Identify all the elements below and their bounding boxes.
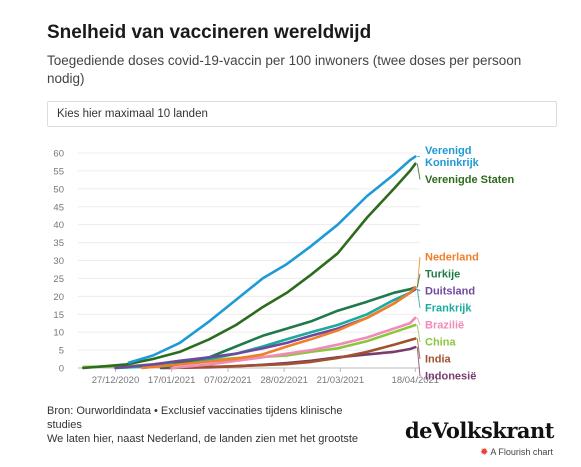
country-selector[interactable]: Kies hier maximaal 10 landen — [47, 101, 557, 127]
y-tick-label: 55 — [53, 166, 64, 177]
series-label: Turkije — [425, 269, 460, 281]
x-tick-label: 18/04/2021 — [392, 375, 440, 386]
series-line-verenigd-koninkrijk[interactable] — [127, 155, 417, 364]
label-connector — [416, 324, 421, 343]
series-line-india[interactable] — [167, 337, 417, 370]
y-tick-label: 15 — [53, 310, 64, 321]
volkskrant-logo[interactable]: deVolkskrant — [405, 418, 554, 443]
x-tick-label: 07/02/2021 — [204, 375, 252, 386]
y-tick-label: 35 — [53, 238, 64, 249]
country-selector-label: Kies hier maximaal 10 landen — [57, 108, 208, 120]
x-tick-label: 21/03/2021 — [317, 375, 365, 386]
y-tick-label: 25 — [53, 274, 64, 285]
series-label: India — [425, 354, 452, 366]
flourish-star-icon: ✹ — [480, 447, 489, 458]
y-tick-label: 5 — [59, 346, 64, 357]
label-connector — [416, 163, 421, 180]
y-tick-label: 50 — [53, 184, 64, 195]
y-tick-label: 10 — [53, 328, 64, 339]
grid-lines — [78, 152, 420, 369]
x-tick-label: 27/12/2020 — [92, 375, 140, 386]
source-note: Bron: Ourworldindata • Exclusief vaccina… — [47, 405, 343, 431]
y-tick-label: 60 — [53, 149, 64, 160]
label-connector — [416, 347, 421, 377]
flourish-credit[interactable]: ✹ A Flourish chart — [480, 447, 553, 458]
label-connector — [416, 273, 421, 288]
series-label: Verenigde Staten — [425, 174, 515, 186]
series-lines — [82, 155, 417, 370]
axes: 0 5 10 15 20 25 30 35 40 45 50 55 60 27/12/2020 17/01/… — [53, 149, 439, 387]
line-chart: 0 5 10 15 20 25 30 35 40 45 50 55 60 27/12/2020 17/01/… — [53, 145, 515, 387]
label-connector — [416, 338, 421, 360]
series-line-nederland[interactable] — [141, 286, 417, 370]
label-connector — [416, 256, 421, 288]
series-line-brazilië[interactable] — [170, 316, 417, 370]
series-line-verenigde-staten[interactable] — [82, 162, 417, 370]
chart-subtitle: Toegediende doses covid-19-vaccin per 10… — [47, 53, 522, 86]
series-label: Duitsland — [425, 286, 475, 298]
label-connector — [416, 289, 421, 309]
y-tick-label: 45 — [53, 202, 64, 213]
series-label: China — [425, 337, 456, 349]
y-tick-label: 30 — [53, 256, 64, 267]
chart-footer: Bron: Ourworldindata • Exclusief vaccina… — [47, 404, 377, 446]
y-tick-label: 0 — [59, 364, 64, 375]
y-tick-label: 20 — [53, 292, 64, 303]
series-label: Koninkrijk — [425, 157, 480, 169]
series-label: Brazilië — [425, 320, 464, 332]
x-tick-label: 17/01/2021 — [148, 375, 196, 386]
series-label: Frankrijk — [425, 303, 472, 315]
series-label: Indonesië — [425, 371, 476, 383]
y-tick-label: 40 — [53, 220, 64, 231]
chart-title: Snelheid van vaccineren wereldwijd — [47, 22, 372, 43]
series-label: Verenigd — [425, 145, 471, 157]
x-tick-label: 28/02/2021 — [260, 375, 308, 386]
footer-note: We laten hier, naast Nederland, de lande… — [47, 433, 359, 445]
flourish-credit-label: A Flourish chart — [490, 447, 553, 457]
series-label: Nederland — [425, 252, 479, 264]
label-connector — [416, 317, 421, 326]
